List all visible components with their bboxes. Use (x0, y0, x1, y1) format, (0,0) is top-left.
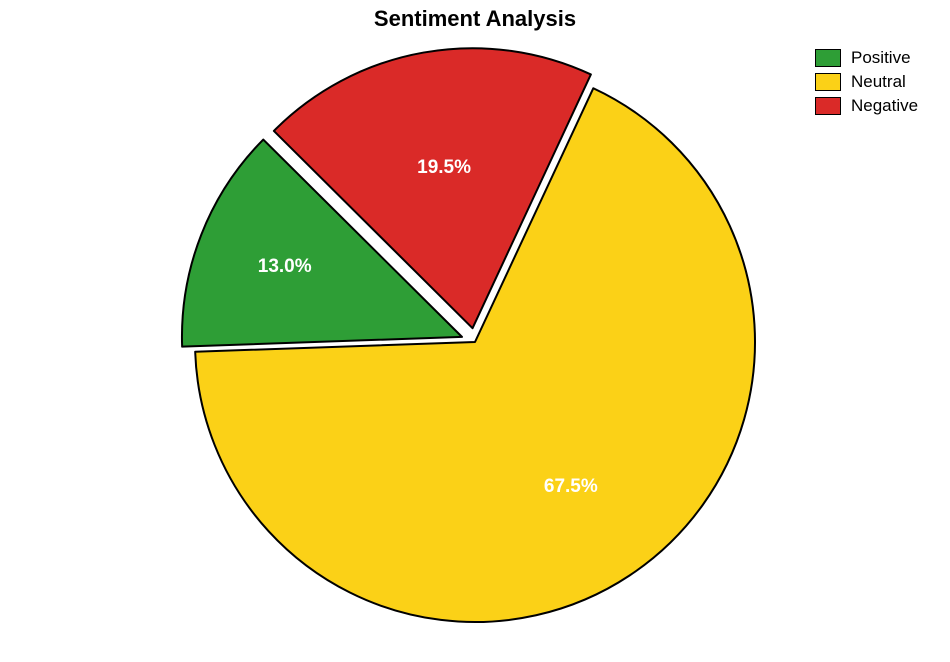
legend: Positive Neutral Negative (815, 48, 918, 120)
legend-label-neutral: Neutral (851, 72, 906, 92)
legend-label-negative: Negative (851, 96, 918, 116)
slice-label-positive: 13.0% (258, 256, 312, 278)
legend-swatch-negative (815, 97, 841, 115)
legend-item-neutral: Neutral (815, 72, 918, 92)
slice-label-negative: 19.5% (417, 157, 471, 179)
legend-label-positive: Positive (851, 48, 911, 68)
legend-swatch-positive (815, 49, 841, 67)
chart-container: { "chart": { "type": "pie", "title": "Se… (0, 0, 950, 662)
slice-label-neutral: 67.5% (544, 476, 598, 498)
pie-chart-svg (0, 0, 950, 662)
legend-item-negative: Negative (815, 96, 918, 116)
legend-swatch-neutral (815, 73, 841, 91)
legend-item-positive: Positive (815, 48, 918, 68)
